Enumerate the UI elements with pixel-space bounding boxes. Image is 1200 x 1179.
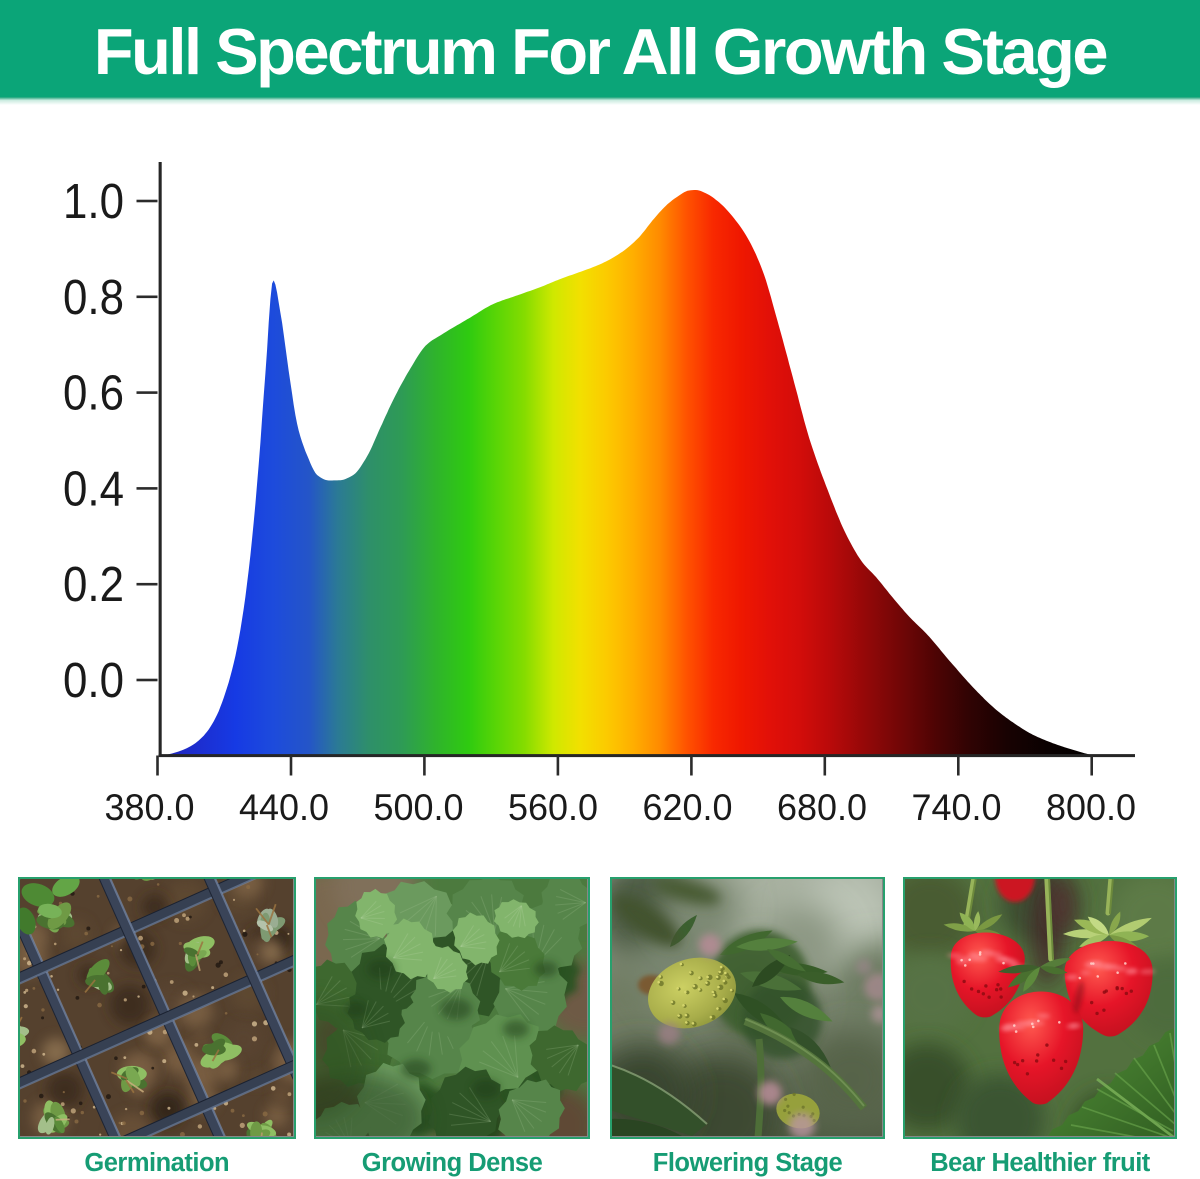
svg-text:440.0: 440.0 — [239, 786, 329, 828]
svg-text:800.0: 800.0 — [1046, 786, 1136, 828]
svg-text:0.0: 0.0 — [63, 653, 124, 708]
svg-text:500.0: 500.0 — [374, 786, 464, 828]
svg-text:0.6: 0.6 — [63, 366, 124, 421]
svg-text:740.0: 740.0 — [912, 786, 1002, 828]
svg-text:0.4: 0.4 — [63, 461, 124, 516]
svg-text:560.0: 560.0 — [508, 786, 598, 828]
svg-text:620.0: 620.0 — [643, 786, 733, 828]
svg-text:680.0: 680.0 — [777, 786, 867, 828]
svg-text:1.0: 1.0 — [63, 174, 124, 229]
svg-text:0.2: 0.2 — [63, 557, 124, 612]
svg-text:0.8: 0.8 — [63, 270, 124, 325]
svg-text:380.0: 380.0 — [105, 786, 195, 828]
